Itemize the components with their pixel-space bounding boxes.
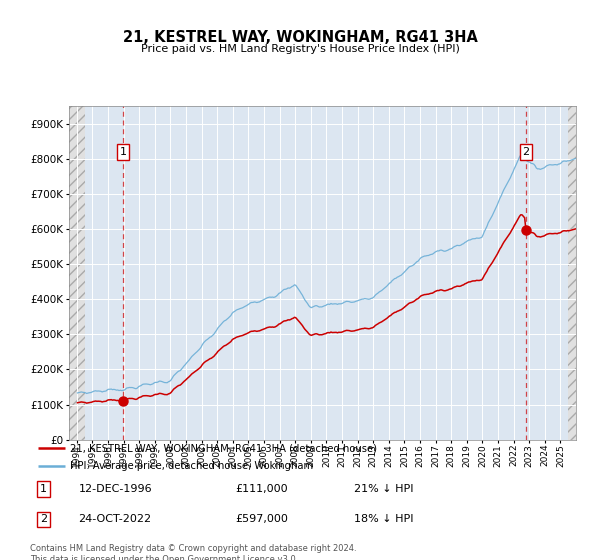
Text: 21, KESTREL WAY, WOKINGHAM, RG41 3HA (detached house): 21, KESTREL WAY, WOKINGHAM, RG41 3HA (de…	[71, 443, 377, 453]
Text: 24-OCT-2022: 24-OCT-2022	[79, 515, 152, 524]
Bar	[568, 106, 576, 440]
Text: HPI: Average price, detached house, Wokingham: HPI: Average price, detached house, Woki…	[71, 461, 314, 471]
Text: Price paid vs. HM Land Registry's House Price Index (HPI): Price paid vs. HM Land Registry's House …	[140, 44, 460, 54]
Text: £597,000: £597,000	[235, 515, 288, 524]
Text: £111,000: £111,000	[235, 484, 288, 494]
Text: 21% ↓ HPI: 21% ↓ HPI	[354, 484, 413, 494]
Text: 12-DEC-1996: 12-DEC-1996	[79, 484, 152, 494]
Text: 1: 1	[40, 484, 47, 494]
Text: Contains HM Land Registry data © Crown copyright and database right 2024.
This d: Contains HM Land Registry data © Crown c…	[30, 544, 356, 560]
Text: 1: 1	[119, 147, 127, 157]
Bar	[69, 106, 85, 440]
Text: 18% ↓ HPI: 18% ↓ HPI	[354, 515, 413, 524]
Text: 2: 2	[523, 147, 530, 157]
Text: 2: 2	[40, 515, 47, 524]
Text: 21, KESTREL WAY, WOKINGHAM, RG41 3HA: 21, KESTREL WAY, WOKINGHAM, RG41 3HA	[122, 30, 478, 45]
